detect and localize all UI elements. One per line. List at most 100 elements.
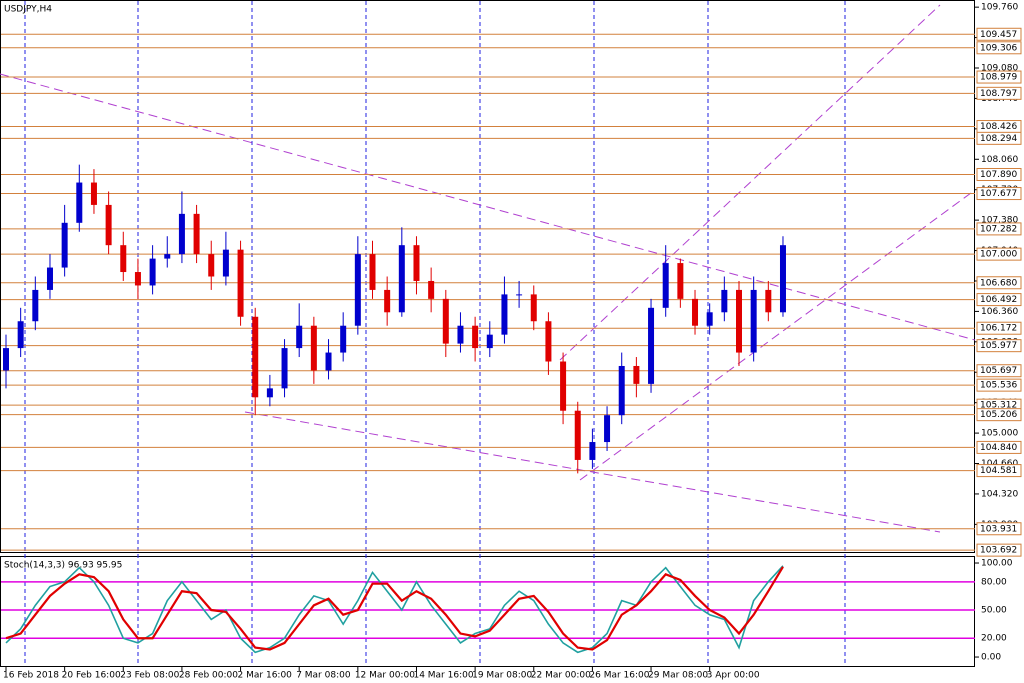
candle-body	[413, 245, 420, 281]
candle-body	[589, 442, 596, 460]
level-label-box	[976, 70, 1022, 84]
level-label-box	[976, 222, 1022, 236]
y-tick-label: 20.00	[981, 634, 1007, 644]
candle-body	[721, 289, 728, 313]
level-label: 104.840	[980, 443, 1017, 453]
candle-body	[574, 410, 581, 460]
candle-body	[354, 254, 361, 326]
y-tick-label: 105.000	[981, 429, 1018, 439]
level-label-box	[976, 167, 1022, 181]
candle-body	[472, 325, 479, 349]
y-tick-label: 104.660	[981, 459, 1018, 469]
trendlines	[0, 4, 976, 533]
candle-body	[516, 294, 523, 296]
level-label: 103.692	[980, 546, 1017, 556]
y-tick-label: 109.760	[981, 3, 1018, 13]
level-label-box	[976, 187, 1022, 201]
candle-body	[633, 365, 640, 384]
candle-body	[61, 222, 68, 268]
stoch-panel	[0, 556, 975, 667]
x-tick-label: 23 Feb 08:00	[120, 671, 179, 681]
candle-body	[340, 325, 347, 353]
x-tick-label: 2 Mar 16:00	[238, 671, 293, 681]
candle-body	[706, 312, 713, 326]
candle-body	[398, 245, 405, 313]
candle-body	[17, 321, 24, 349]
candle-body	[779, 245, 786, 313]
level-label-box	[976, 131, 1022, 145]
main-panel	[0, 0, 975, 553]
level-label: 105.312	[980, 401, 1017, 411]
x-tick-label: 7 Mar 08:00	[296, 671, 351, 681]
level-label: 105.206	[980, 410, 1017, 420]
candle-body	[765, 289, 772, 313]
candle-body	[369, 254, 376, 290]
x-tick-label: 12 Mar 00:00	[355, 671, 415, 681]
candle-body	[3, 348, 9, 371]
level-label-box	[976, 276, 1022, 290]
level-label-box	[976, 41, 1022, 55]
candle-body	[105, 204, 112, 246]
period-separators	[24, 1, 846, 666]
x-tick-label: 22 Mar 00:00	[531, 671, 591, 681]
candle-body	[736, 289, 742, 353]
level-label: 108.294	[980, 134, 1017, 144]
stoch-line	[5, 565, 784, 654]
candle-body	[560, 361, 567, 411]
level-label-box	[976, 440, 1022, 454]
x-tick-label: 29 Mar 08:00	[648, 671, 708, 681]
level-label: 105.977	[980, 341, 1017, 351]
level-label-box	[976, 293, 1022, 307]
level-label: 109.306	[980, 43, 1017, 53]
candle-body	[76, 182, 83, 223]
y-tick-label: 80.00	[981, 577, 1007, 587]
y-tick-label: 0.00	[981, 653, 1001, 663]
x-tick-label: 16 Feb 2018	[3, 671, 59, 681]
level-label-box	[976, 339, 1022, 353]
level-label: 107.677	[980, 189, 1017, 199]
level-label-box	[976, 408, 1022, 422]
candle-body	[750, 289, 757, 353]
candle-body	[604, 415, 611, 443]
candle-body	[178, 213, 185, 255]
x-tick-label: 26 Mar 16:00	[589, 671, 649, 681]
candle-body	[90, 182, 97, 205]
level-label: 106.492	[980, 295, 1017, 305]
y-tick-label: 104.320	[981, 489, 1018, 499]
level-label: 107.890	[980, 170, 1017, 180]
level-label: 108.426	[980, 122, 1017, 132]
candle-body	[222, 249, 229, 277]
candle-body	[252, 316, 259, 398]
level-label-box	[976, 247, 1022, 261]
level-label: 106.172	[980, 324, 1017, 334]
level-label: 107.282	[980, 224, 1017, 234]
level-label: 105.536	[980, 381, 1017, 391]
level-label-box	[976, 543, 1022, 557]
x-tick-label: 19 Mar 08:00	[472, 671, 532, 681]
candle-body	[296, 325, 303, 349]
candle-body	[237, 249, 244, 317]
candle-body	[677, 263, 684, 299]
candle-body	[120, 245, 127, 273]
candle-body	[486, 334, 493, 349]
chart-title: USDJPY,H4	[4, 5, 52, 15]
candle-body	[134, 272, 141, 286]
candle-body	[266, 388, 273, 398]
candle-body	[149, 258, 156, 286]
level-label: 106.680	[980, 278, 1017, 288]
candle-body	[442, 298, 449, 344]
stoch-line	[5, 566, 784, 651]
level-label-box	[976, 522, 1022, 536]
level-label-box	[976, 321, 1022, 335]
level-label: 108.979	[980, 73, 1017, 83]
candle-body	[662, 263, 669, 308]
candle-body	[648, 307, 655, 384]
y-tick-label: 50.00	[981, 606, 1007, 616]
level-label: 108.797	[980, 89, 1017, 99]
stoch-title: Stoch(14,3,3) 96.93 95.95	[4, 561, 122, 571]
y-tick-label: 107.380	[981, 216, 1018, 226]
y-tick-label: 100.00	[981, 559, 1013, 569]
candle-body	[530, 294, 537, 322]
candle-body	[618, 365, 625, 416]
candle-body	[545, 321, 552, 362]
